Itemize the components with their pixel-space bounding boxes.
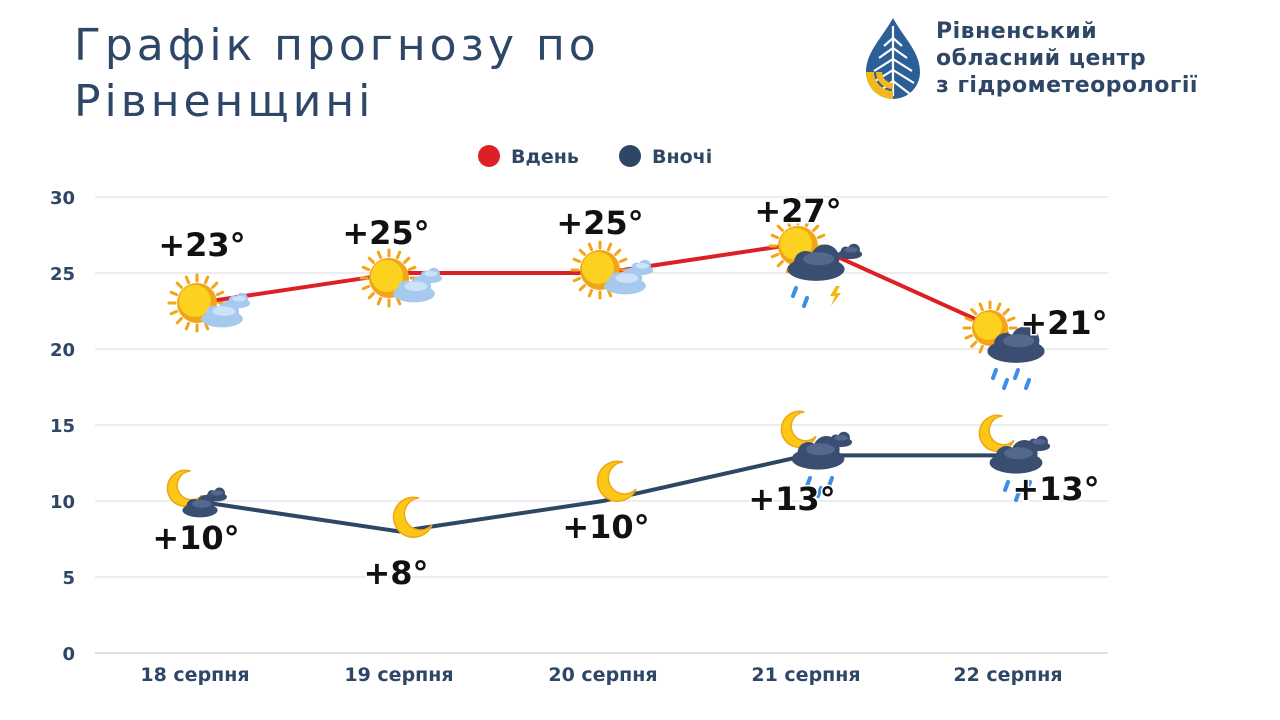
x-tick-label: 21 серпня — [751, 664, 860, 686]
y-tick-label: 20 — [50, 340, 75, 361]
night-temperature-label: +10° — [562, 508, 649, 546]
page-title: Графік прогнозу по Рівненщині — [74, 18, 600, 130]
x-tick-label: 20 серпня — [548, 664, 657, 686]
moon-cloud-icon — [166, 469, 227, 518]
title-line-1: Графік прогнозу по — [74, 20, 600, 71]
moon-cloud-rain-icon — [978, 414, 1051, 502]
day-temperature-label: +27° — [754, 192, 841, 230]
day-temperature-label: +25° — [342, 214, 429, 252]
x-tick-label: 18 серпня — [140, 664, 249, 686]
x-tick-label: 19 серпня — [344, 664, 453, 686]
organization-name: Рівненський обласний центр з гідрометеор… — [936, 18, 1198, 99]
y-tick-label: 25 — [50, 264, 75, 285]
org-line-1: Рівненський — [936, 19, 1098, 44]
moon-cloud-rain-icon — [780, 410, 853, 498]
legend-marker — [478, 145, 500, 167]
y-tick-label: 10 — [50, 492, 75, 513]
moon-icon — [392, 496, 433, 538]
org-line-3: з гідрометеорології — [936, 73, 1198, 98]
sun-rain-cloud-icon — [962, 300, 1045, 390]
night-temperature-label: +13° — [748, 480, 835, 518]
night-temperature-label: +13° — [1012, 470, 1099, 508]
legend-marker — [619, 145, 641, 167]
sun-cloud-icon — [167, 273, 251, 333]
y-tick-label: 15 — [50, 416, 75, 437]
x-tick-label: 22 серпня — [953, 664, 1062, 686]
day-temperature-label: +23° — [158, 226, 245, 264]
sun-cloud-icon — [359, 248, 443, 308]
night-series-line — [194, 453, 1008, 534]
night-temperature-label: +10° — [152, 519, 239, 557]
y-tick-label: 5 — [62, 568, 75, 589]
day-temperature-label: +21° — [1020, 304, 1107, 342]
legend: Вдень Вночі — [478, 145, 712, 168]
day-temperature-label: +25° — [556, 204, 643, 242]
grid: 0 5 10 15 20 25 30 — [50, 188, 1108, 665]
thunderstorm-icon — [768, 216, 863, 308]
legend-label: Вночі — [652, 146, 712, 168]
legend-label: Вдень — [511, 146, 579, 168]
y-tick-label: 30 — [50, 188, 75, 209]
org-line-2: обласний центр — [936, 46, 1147, 71]
moon-icon — [596, 460, 637, 502]
night-temperature-label: +8° — [363, 554, 428, 592]
title-line-2: Рівненщині — [74, 76, 375, 127]
sun-cloud-icon — [570, 240, 654, 300]
y-tick-label: 0 — [62, 644, 75, 665]
organization-block: Рівненський обласний центр з гідрометеор… — [862, 14, 1242, 114]
drop-logo-icon — [866, 18, 920, 99]
